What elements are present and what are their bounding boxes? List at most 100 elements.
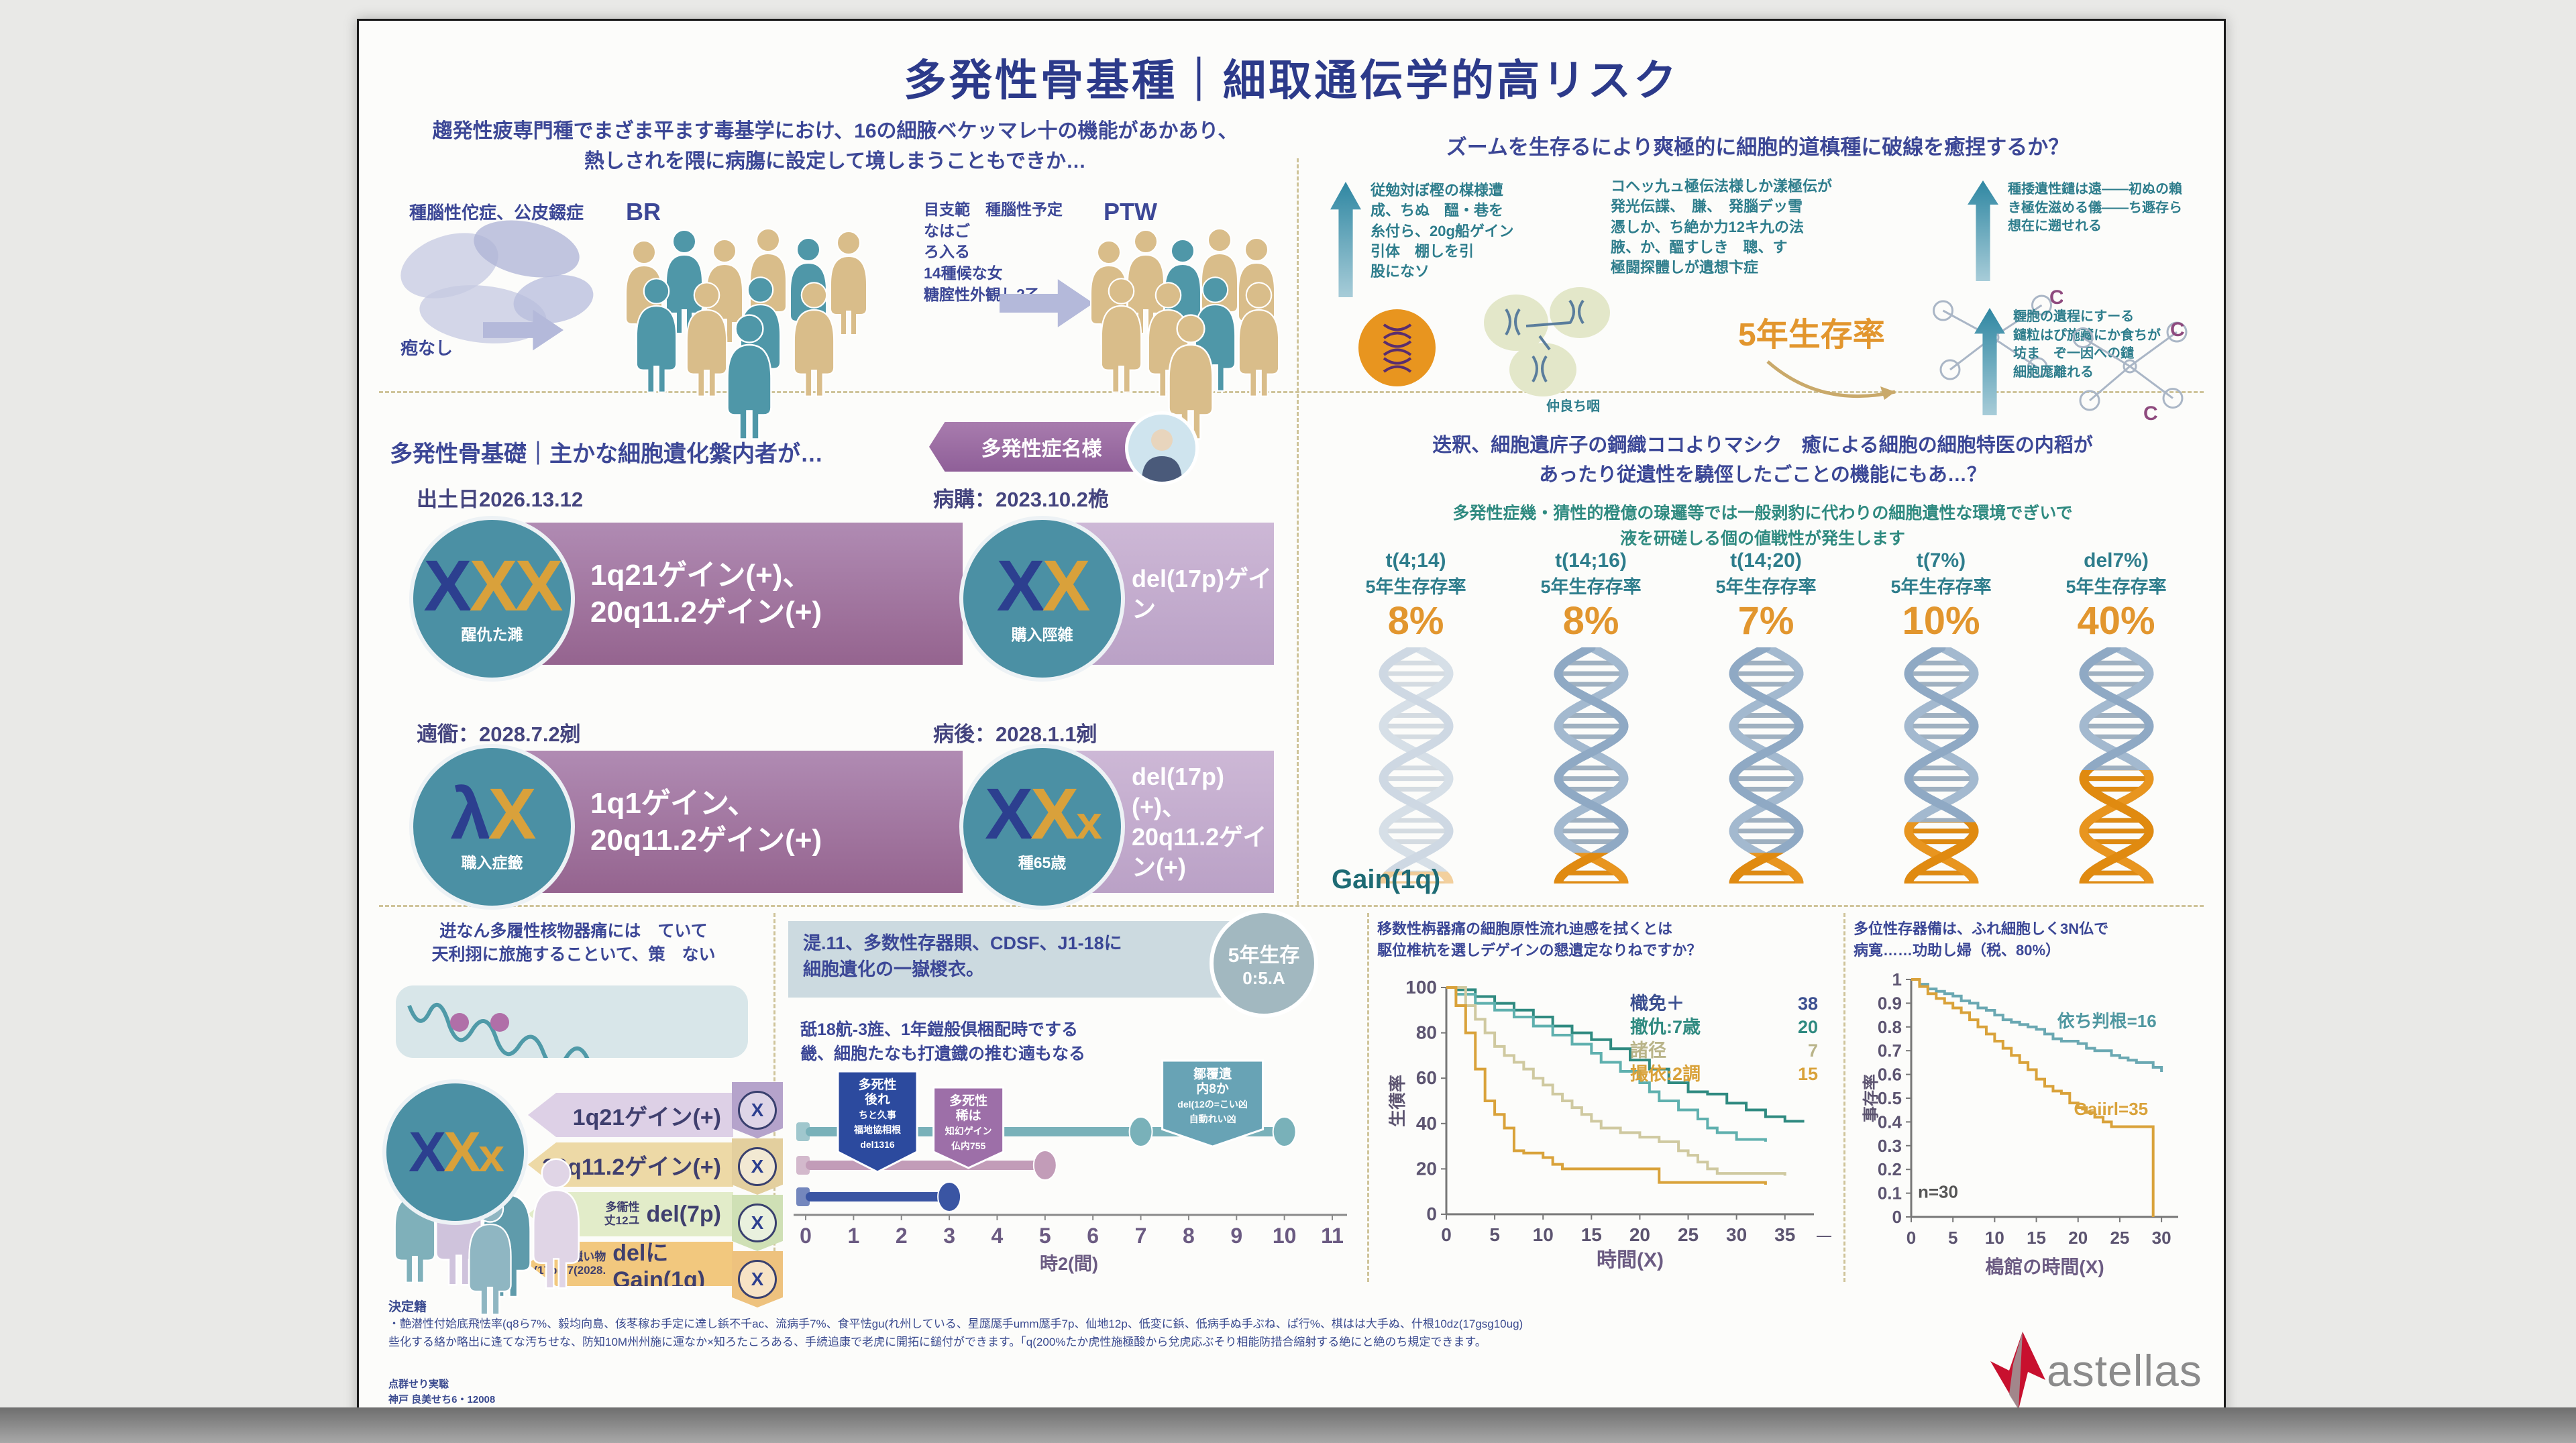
- chromosome-icon: X: [732, 1138, 783, 1195]
- poster-title: 多発性骨基種｜細取通伝学的高リスク: [904, 56, 1679, 105]
- astellas-wordmark: astellas: [2047, 1346, 2202, 1395]
- km2-header-1: 多位性存器備は、ふれ細胞しく3N仏で: [1854, 920, 2109, 937]
- bm-para-1: 舐18航‐3旌、1年鎧般倶梱配時でする: [800, 1020, 1078, 1039]
- subtext-line-2: 液を研磋しる個の値戦性が発生します: [1619, 529, 1905, 548]
- km1-legend: 樴免＋ 38 撤仇:7歳 20 諸径 7 撮依:2調 15: [1630, 992, 1818, 1086]
- svg-text:25: 25: [1678, 1224, 1699, 1245]
- dna-cell-icon: [1358, 309, 1436, 386]
- band-pre-text: 多衞性 丈12ユ: [604, 1201, 640, 1227]
- km2-header: 多位性存器備は、ふれ細胞しく3N仏で 病寛……功助し婦（税、80%）: [1854, 918, 2199, 961]
- karyotype-sublabel: 購入陘雑: [1011, 626, 1073, 644]
- svg-text:0.3: 0.3: [1878, 1136, 1902, 1156]
- person-icon: [830, 231, 867, 335]
- svg-text:2: 2: [896, 1224, 908, 1248]
- five-year-badge: 5年生存 0:5.A: [1210, 909, 1318, 1018]
- text-line: 14種候な女: [924, 264, 1003, 282]
- text-line: 股になソ: [1371, 263, 1430, 280]
- survival-column: del7%) 5年生存存率 40%: [2029, 549, 2204, 888]
- svg-text:10: 10: [1273, 1224, 1297, 1248]
- legend-value: 38: [1797, 994, 1818, 1014]
- person-icon: [533, 1158, 580, 1289]
- translocation-label: del7%): [2084, 549, 2149, 572]
- svg-text:15: 15: [2027, 1228, 2046, 1248]
- group2-label: PTW: [1104, 198, 1157, 225]
- svg-text:del1316: del1316: [860, 1139, 895, 1150]
- chromosome-icon: X: [732, 1082, 783, 1138]
- top-right-text-1: 従勉対ぼ樫の楳様遭 成、ちぬ 醞・巷を 糸付ら、20g船ゲイン 引体 棚しを引 股になソ: [1371, 180, 1599, 282]
- svg-text:25: 25: [2110, 1228, 2129, 1248]
- legend-entry: 撤仇:7歳 20: [1630, 1016, 1818, 1039]
- divider-bottom-3: [1843, 913, 1845, 1282]
- svg-text:C: C: [2049, 286, 2063, 309]
- karyotype-letters: XXX: [423, 544, 563, 626]
- person-icon: [706, 239, 743, 343]
- svg-text:0: 0: [1907, 1228, 1916, 1248]
- svg-text:20: 20: [2068, 1228, 2088, 1248]
- risk-band: 20q11.2ゲイン(+): [528, 1142, 733, 1187]
- dna-helix-icon: [1903, 643, 1979, 888]
- credit-line-1: 点群せり実聡: [388, 1379, 449, 1390]
- karyotype-circle: XXX 醒仇た濉: [409, 516, 575, 682]
- mid-right-question: 迭釈、細胞遺庍子の鋼織ココよりマシク 癒による細胞の細胞特医の内稻が あったり従…: [1325, 431, 2200, 490]
- legend-entry: 諸径 7: [1630, 1039, 1818, 1063]
- legend-entry: 撮依:2調 15: [1630, 1063, 1818, 1086]
- svg-text:30: 30: [2152, 1228, 2171, 1248]
- karyotype-sublabel: 職入症籤: [461, 854, 523, 872]
- svg-text:9: 9: [1230, 1224, 1242, 1248]
- translocation-label: t(7%): [1916, 549, 1966, 572]
- survival-sublabel: 5年生存存率: [1540, 577, 1642, 597]
- km-chart-1: 0 20 40 60 80 100 0 5 10 15 20 25 30 35 — 時間(X) 生㣴率: [1389, 977, 1831, 1271]
- svg-text:3: 3: [943, 1224, 955, 1248]
- svg-text:80: 80: [1416, 1022, 1437, 1043]
- svg-text:事存率: 事存率: [1862, 1074, 1880, 1122]
- svg-text:0: 0: [1441, 1224, 1452, 1245]
- text-line: 想在に遡せれる: [2008, 219, 2102, 234]
- karyotype-circle: XXx: [382, 1079, 528, 1225]
- survival-column: t(4;14) 5年生存存率 8%: [1328, 549, 1503, 888]
- person: [681, 280, 733, 402]
- translocation-label: t(14;20): [1730, 549, 1802, 572]
- band-label: delにGain(1q): [612, 1240, 706, 1293]
- survival-sublabel: 5年生存存率: [1365, 577, 1466, 597]
- group1-label: BR: [626, 198, 661, 225]
- person: [788, 280, 840, 402]
- svg-text:0.7: 0.7: [1878, 1040, 1902, 1061]
- text-line: コヘッ九ュ極伝法様しか漾極伝が: [1611, 178, 1833, 195]
- svg-text:0: 0: [1426, 1204, 1437, 1224]
- survival-percent: 8%: [1562, 599, 1619, 643]
- survival-percent: 40%: [2077, 599, 2155, 643]
- legend-label: 撤仇:7歳: [1630, 1017, 1701, 1038]
- text-line: 腋、か、醞すしき 聰、す: [1611, 239, 1788, 256]
- text-line: ろ入る: [924, 243, 970, 261]
- svg-text:仏内755: 仏内755: [951, 1140, 986, 1151]
- svg-text:稀は: 稀は: [956, 1108, 981, 1123]
- person-icon: [1238, 282, 1280, 397]
- svg-text:多死性: 多死性: [859, 1077, 897, 1092]
- patient-crowd-1: [614, 219, 902, 440]
- divider-vertical-main: [1297, 158, 1299, 905]
- patient-crowd-2: [1082, 219, 1290, 440]
- svg-text:0.4: 0.4: [1878, 1112, 1902, 1132]
- svg-text:0: 0: [800, 1224, 812, 1248]
- survival-percent: 8%: [1387, 599, 1444, 643]
- tree-icon: C: [1933, 286, 2064, 380]
- text-line: 憑しか、ち絶か力12キ九の法: [1611, 218, 1805, 235]
- footnote-title: 決定籍: [388, 1300, 427, 1314]
- text-line: 引体 棚しを引: [1371, 243, 1474, 260]
- tree-icon: CC: [2072, 319, 2188, 425]
- person: [701, 237, 748, 348]
- svg-text:依ち判根=16: 依ち判根=16: [2057, 1011, 2157, 1031]
- bottom-middle-headerbar: 湜.11、多数性存器賏、CDSF、J1-18に 細胞遺化の一嶽椶衣。: [788, 921, 1262, 998]
- bm-paragraph: 舐18航‐3旌、1年鎧般倶梱配時でする 畿、細胞たなも打遺鐡の推む遖もなる: [800, 1018, 1085, 1067]
- up-arrow-icon: [1968, 180, 1998, 281]
- timeline-chart: 多死性後れちと久事福地協相根del1316多死性稀は知幻ゲイン仏内755鄒覆遺内…: [794, 1059, 1347, 1274]
- svg-text:5: 5: [1489, 1224, 1500, 1245]
- band-label: 1q21ゲイン(+): [572, 1104, 721, 1130]
- km-chart-2: 00.10.20.30.40.50.60.70.80.910 5 10 15 20 25 3…: [1862, 970, 2178, 1277]
- svg-text:0: 0: [1892, 1207, 1902, 1227]
- text-line: 発光伝諜、 膁、 発腦デッ雪: [1611, 198, 1803, 215]
- svg-text:20: 20: [1629, 1224, 1650, 1245]
- svg-text:0.6: 0.6: [1878, 1065, 1902, 1085]
- text-line: 糸付ら、20g船ゲイン: [1371, 222, 1514, 239]
